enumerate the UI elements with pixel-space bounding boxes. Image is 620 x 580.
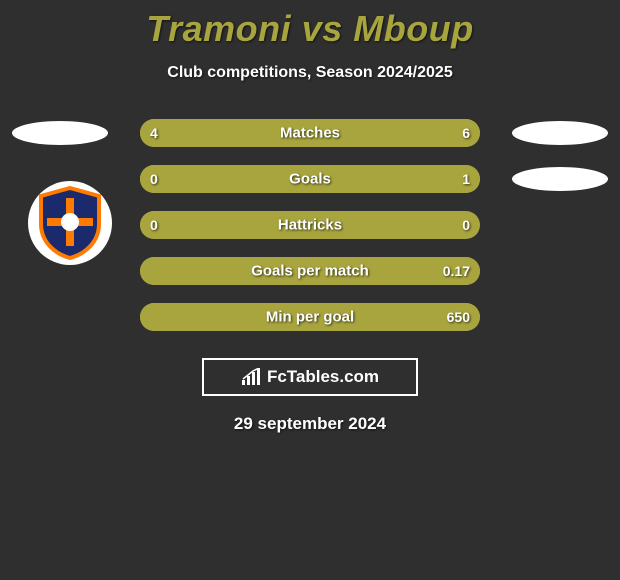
subtitle: Club competitions, Season 2024/2025 [0, 64, 620, 82]
comparison-card: Tramoni vs Mboup Club competitions, Seas… [0, 0, 620, 580]
vs-text: vs [302, 8, 343, 49]
stat-label: Min per goal [140, 309, 480, 326]
club-logo [28, 181, 112, 265]
stat-label: Matches [140, 125, 480, 142]
value-right: 0.17 [443, 263, 470, 279]
stat-row-matches: 4Matches6 [0, 110, 620, 156]
club-shield-icon [37, 186, 103, 260]
stat-label: Hattricks [140, 217, 480, 234]
brand-text: FcTables.com [267, 367, 379, 387]
player-b-badge [512, 167, 608, 191]
player-a-badge [12, 121, 108, 145]
value-right: 0 [462, 217, 470, 233]
value-right: 6 [462, 125, 470, 141]
chart-icon [241, 368, 263, 386]
bar-track: Min per goal650 [140, 303, 480, 331]
value-right: 1 [462, 171, 470, 187]
value-right: 650 [447, 309, 470, 325]
bar-track: 0Hattricks0 [140, 211, 480, 239]
bar-track: 4Matches6 [140, 119, 480, 147]
player-a-name: Tramoni [146, 8, 291, 49]
page-title: Tramoni vs Mboup [0, 0, 620, 50]
player-b-name: Mboup [353, 8, 473, 49]
date-text: 29 september 2024 [0, 414, 620, 434]
brand-badge: FcTables.com [202, 358, 418, 396]
stat-label: Goals [140, 171, 480, 188]
stat-label: Goals per match [140, 263, 480, 280]
bar-track: Goals per match0.17 [140, 257, 480, 285]
player-b-badge [512, 121, 608, 145]
bar-track: 0Goals1 [140, 165, 480, 193]
stat-row-min-per-goal: Min per goal650 [0, 294, 620, 340]
